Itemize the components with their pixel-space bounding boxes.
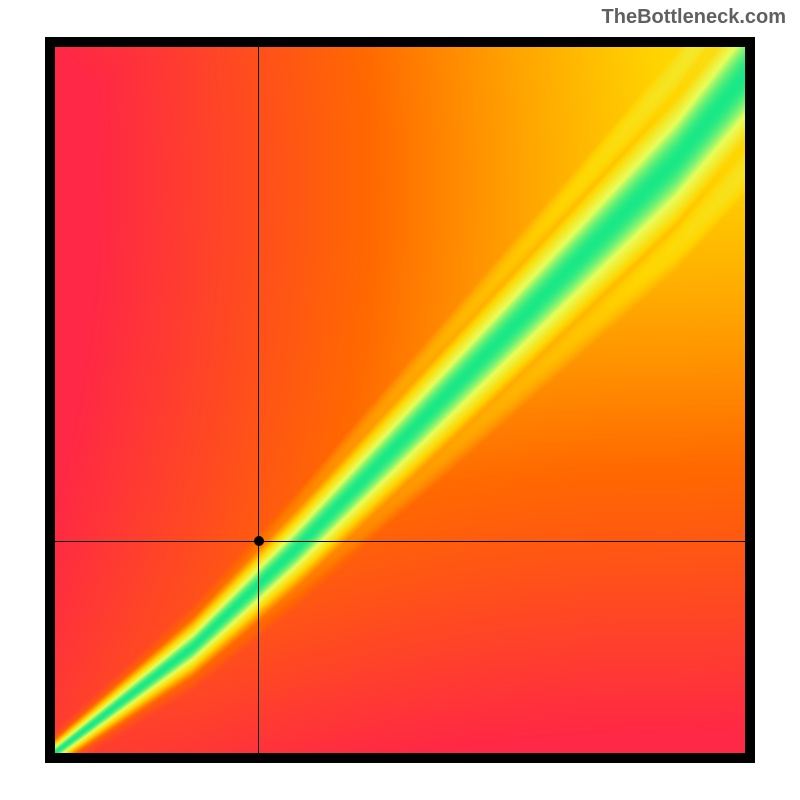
- watermark-text: TheBottleneck.com: [602, 6, 786, 29]
- plot-border-right: [745, 37, 755, 763]
- plot-border-top: [45, 37, 755, 47]
- plot-area: [55, 47, 745, 753]
- plot-border-bottom: [45, 753, 755, 763]
- crosshair-horizontal: [55, 541, 745, 542]
- marker-dot: [254, 536, 264, 546]
- crosshair-vertical: [258, 47, 259, 753]
- bottleneck-heatmap: [55, 47, 745, 753]
- plot-border-left: [45, 37, 55, 763]
